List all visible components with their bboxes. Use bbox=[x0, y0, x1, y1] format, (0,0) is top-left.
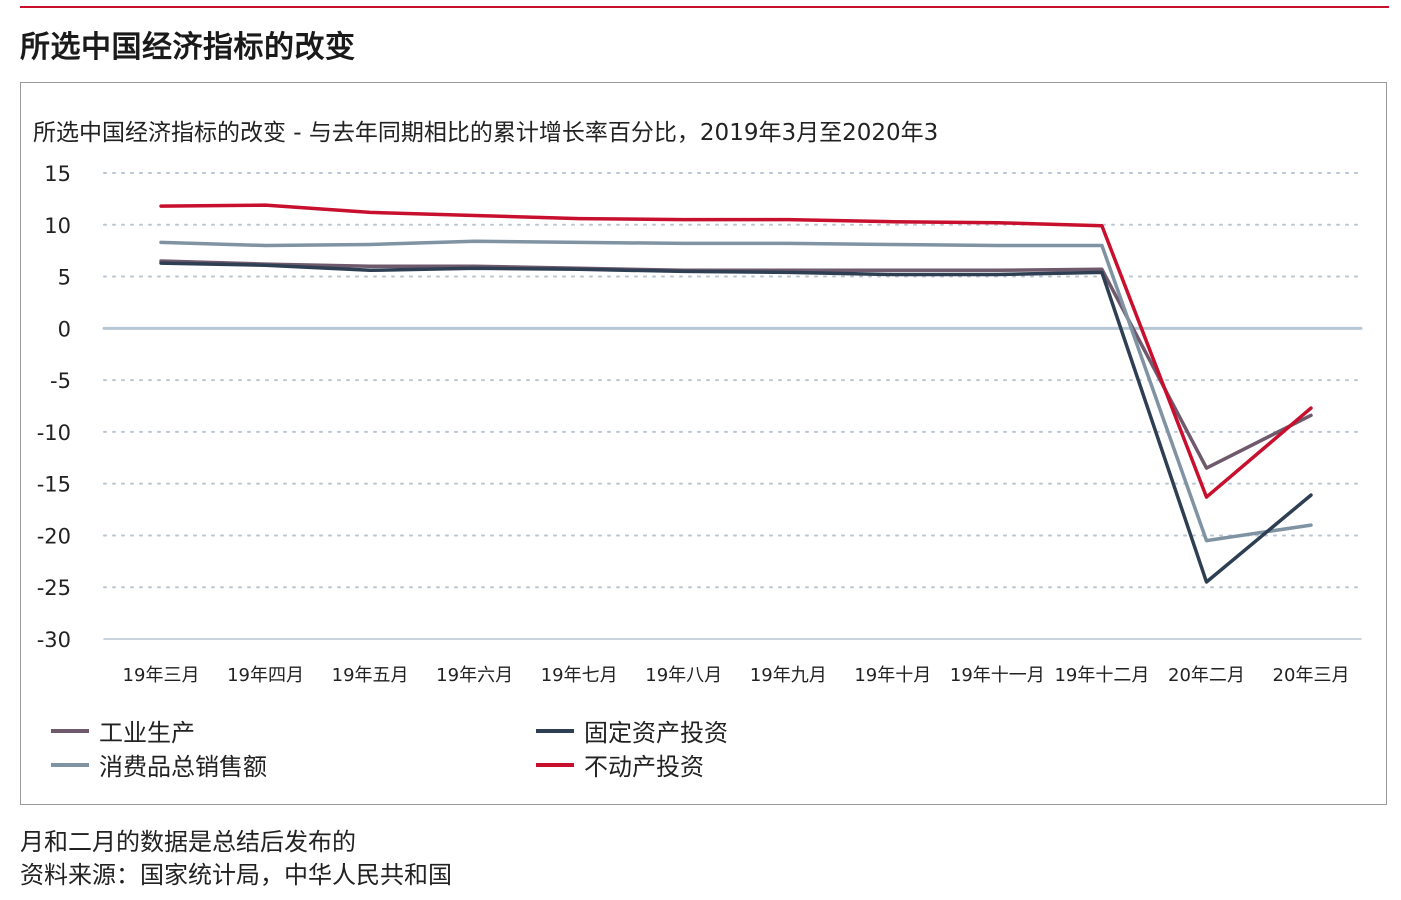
x-tick-label: 19年九月 bbox=[750, 665, 827, 686]
y-tick-label: -15 bbox=[37, 473, 71, 497]
legend-label: 不动产投资 bbox=[584, 753, 704, 781]
series-line-1 bbox=[159, 259, 1313, 470]
legend-item: 消费品总销售额 bbox=[51, 747, 267, 782]
y-tick-label: 5 bbox=[58, 266, 71, 290]
series-line-3 bbox=[159, 261, 1313, 584]
series-line-2 bbox=[159, 239, 1313, 543]
x-tick-label: 19年四月 bbox=[227, 665, 304, 686]
top-rule bbox=[20, 6, 1389, 8]
y-tick-label: -5 bbox=[50, 369, 71, 393]
x-tick-label: 19年八月 bbox=[645, 665, 722, 686]
line-chart: 15 10 5 0 -5 -10 -15 -20 -25 -30 19年三月 19年四月 19年五月 19… bbox=[37, 162, 1363, 686]
x-tick-label: 19年十月 bbox=[854, 665, 931, 686]
x-tick-label: 20年二月 bbox=[1168, 665, 1245, 686]
chart-title: 所选中国经济指标的改变 - 与去年同期相比的累计增长率百分比，2019年3月至2… bbox=[33, 120, 939, 146]
x-tick-label: 20年三月 bbox=[1273, 665, 1350, 686]
y-tick-label: -10 bbox=[37, 421, 71, 445]
x-tick-label: 19年十一月 bbox=[950, 665, 1045, 686]
legend-swatch bbox=[536, 762, 574, 767]
x-tick-label: 19年十二月 bbox=[1054, 665, 1149, 686]
y-tick-label: 0 bbox=[58, 317, 71, 341]
y-tick-label: -20 bbox=[37, 524, 71, 548]
legend-swatch bbox=[51, 728, 89, 733]
legend-label: 工业生产 bbox=[99, 719, 195, 747]
x-tick-label: 19年七月 bbox=[541, 665, 618, 686]
legend-swatch bbox=[51, 762, 89, 767]
y-tick-label: 10 bbox=[44, 214, 71, 238]
series-line-4 bbox=[159, 203, 1313, 499]
legend-swatch bbox=[536, 728, 574, 733]
footnote: 月和二月的数据是总结后发布的 bbox=[20, 828, 356, 856]
x-tick-label: 19年五月 bbox=[332, 665, 409, 686]
chart-legend: 工业生产消费品总销售额 固定资产投资 不动产投资 bbox=[51, 713, 1051, 783]
x-tick-label: 19年六月 bbox=[436, 665, 513, 686]
legend-item: 不动产投资 bbox=[536, 747, 704, 782]
page-title: 所选中国经济指标的改变 bbox=[20, 30, 356, 65]
legend-label: 固定资产投资 bbox=[584, 719, 728, 747]
x-tick-label: 19年三月 bbox=[123, 665, 200, 686]
chart-frame: 所选中国经济指标的改变 - 与去年同期相比的累计增长率百分比，2019年3月至2… bbox=[20, 82, 1387, 805]
legend-item: 固定资产投资 bbox=[536, 713, 728, 748]
y-tick-label: -30 bbox=[37, 628, 71, 652]
source-note: 资料来源：国家统计局，中华人民共和国 bbox=[20, 861, 452, 889]
y-tick-label: 15 bbox=[44, 162, 71, 186]
legend-label: 消费品总销售额 bbox=[99, 753, 267, 781]
legend-item: 工业生产 bbox=[51, 713, 195, 748]
y-tick-label: -25 bbox=[37, 576, 71, 600]
